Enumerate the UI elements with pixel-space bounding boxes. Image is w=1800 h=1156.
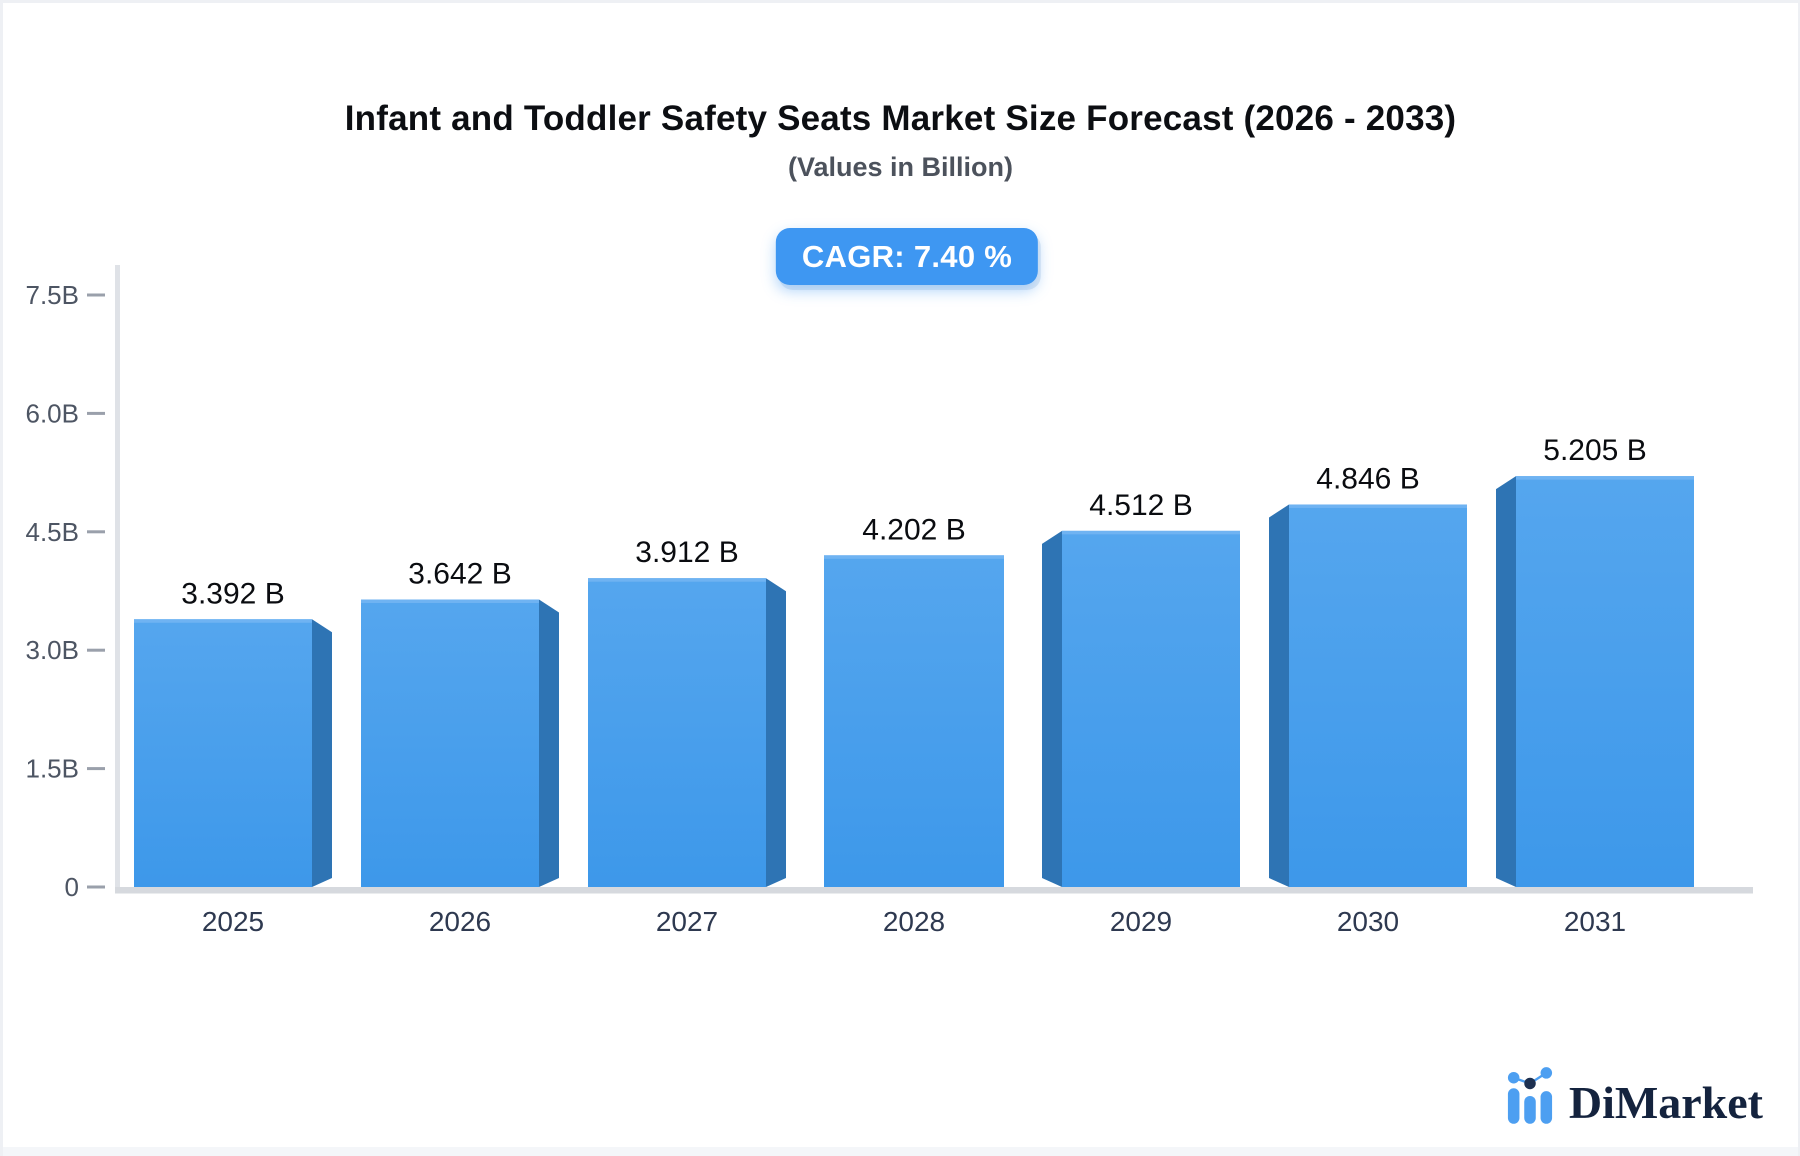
bar-top-edge	[588, 578, 766, 582]
bar-face	[134, 619, 312, 887]
bar-value-label: 3.642 B	[408, 558, 511, 591]
chart-title: Infant and Toddler Safety Seats Market S…	[344, 99, 1457, 138]
y-tick	[87, 293, 105, 297]
x-axis-line	[115, 887, 1753, 894]
y-tick	[87, 767, 105, 771]
bar-top-edge	[1289, 504, 1467, 508]
brand-logo: DiMarket	[1506, 1064, 1763, 1126]
bar-face	[588, 578, 766, 887]
bar-value-label: 4.512 B	[1089, 489, 1192, 522]
bar-top-edge	[1062, 530, 1240, 535]
brand-name: DiMarket	[1568, 1077, 1763, 1128]
logo-bar	[1540, 1091, 1552, 1124]
logo-bar	[1524, 1095, 1536, 1124]
y-tick	[87, 411, 105, 415]
logo-bar	[1507, 1088, 1520, 1124]
bar-side	[539, 599, 559, 887]
x-tick-label: 2030	[1337, 906, 1399, 937]
y-tick-label: 1.5B	[26, 754, 80, 784]
logo-dot	[1524, 1077, 1536, 1090]
bar-top-edge	[361, 599, 539, 604]
y-tick	[87, 885, 105, 889]
y-tick	[87, 648, 105, 652]
bar-value-label: 3.912 B	[635, 536, 738, 569]
y-tick-label: 4.5B	[26, 517, 80, 547]
cagr-badge: CAGR: 7.40 %	[775, 228, 1039, 285]
bar-top-edge	[1516, 476, 1694, 480]
y-tick-label: 6.0B	[26, 398, 80, 428]
cagr-badge-label: CAGR: 7.40 %	[801, 238, 1013, 274]
bar-value-label: 5.205 B	[1543, 434, 1646, 467]
bar-value-label: 4.846 B	[1316, 462, 1419, 495]
x-tick-label: 2028	[883, 906, 945, 937]
bar-face	[1289, 504, 1467, 887]
logo-dot	[1540, 1067, 1552, 1079]
bar-side	[312, 619, 332, 887]
bar-face	[824, 555, 1004, 887]
bar-side	[766, 578, 786, 887]
x-tick-label: 2026	[429, 906, 491, 937]
bar-chart: 0 1.5B 3.0B 4.5B 6.0B 7.5B 3.392 B 2025 3.642 B 2…	[26, 265, 1753, 937]
x-tick-label: 2025	[202, 906, 264, 937]
x-tick-label: 2027	[656, 906, 718, 937]
y-tick-label: 0	[65, 872, 79, 902]
bar-top-edge	[134, 619, 312, 623]
dimarket-logo-icon	[1507, 1067, 1552, 1124]
bar-face	[1516, 476, 1694, 887]
y-tick-label: 3.0B	[26, 635, 80, 665]
bar-value-label: 3.392 B	[181, 577, 284, 610]
x-tick-label: 2029	[1110, 906, 1172, 937]
bar-side	[1042, 530, 1062, 887]
y-axis-line	[115, 265, 120, 893]
y-tick	[87, 530, 105, 534]
chart-subtitle: (Values in Billion)	[787, 152, 1014, 182]
x-tick-label: 2031	[1564, 906, 1626, 937]
bar-side	[1269, 504, 1289, 887]
y-tick-label: 7.5B	[26, 280, 80, 310]
logo-dot	[1507, 1071, 1520, 1084]
bar-face	[361, 599, 539, 887]
bottom-strip	[3, 1147, 1798, 1156]
bar-side	[1496, 476, 1516, 887]
bar-value-label: 4.202 B	[862, 513, 965, 546]
bar-top-edge	[824, 555, 1004, 559]
bar-face	[1062, 530, 1240, 887]
